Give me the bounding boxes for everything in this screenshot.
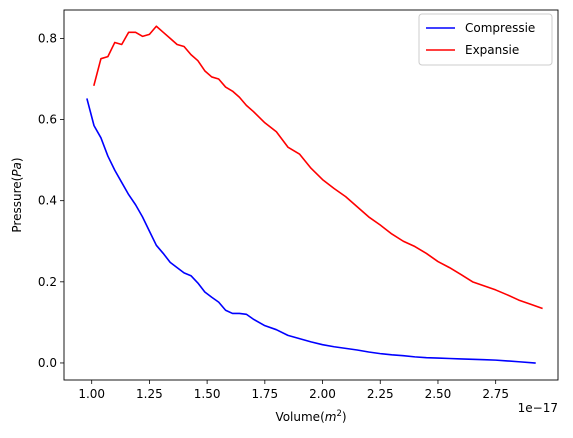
legend-box <box>418 13 553 66</box>
y-tick-label: 0.6 <box>38 113 57 127</box>
x-tick-label: 1.00 <box>78 387 105 401</box>
legend-label-expansie: Expansie <box>465 43 519 57</box>
y-axis-label: Pressure(Pa) <box>10 157 24 232</box>
series-line-expansie <box>93 25 543 310</box>
plot-background <box>64 10 558 380</box>
y-tick-label: 0.8 <box>38 31 57 45</box>
x-tick-label: 1.50 <box>194 387 221 401</box>
x-tick-label: 2.50 <box>425 387 452 401</box>
x-tick-label: 2.75 <box>482 387 509 401</box>
x-tick-label: 2.25 <box>367 387 394 401</box>
x-tick-label: 1.75 <box>251 387 278 401</box>
y-tick-label: 0.2 <box>38 275 57 289</box>
x-tick-label: 1.25 <box>136 387 163 401</box>
x-axis: 1.00 1.25 1.50 1.75 2.00 2.25 2.50 2.75 <box>78 380 509 401</box>
x-offset-text: 1e−17 <box>518 401 558 415</box>
legend-label-compressie: Compressie <box>465 21 535 35</box>
plot-frame <box>63 9 559 381</box>
x-tick-label: 2.00 <box>309 387 336 401</box>
legend: Compressie Expansie <box>418 13 553 66</box>
series-line-compressie <box>86 98 536 364</box>
series-layer <box>86 25 543 364</box>
y-axis: 0.0 0.2 0.4 0.6 0.8 <box>38 31 64 370</box>
plot-area <box>63 9 559 381</box>
y-tick-label: 0.0 <box>38 356 57 370</box>
x-axis-label: Volume(m2) <box>275 409 346 424</box>
y-tick-label: 0.4 <box>38 194 57 208</box>
